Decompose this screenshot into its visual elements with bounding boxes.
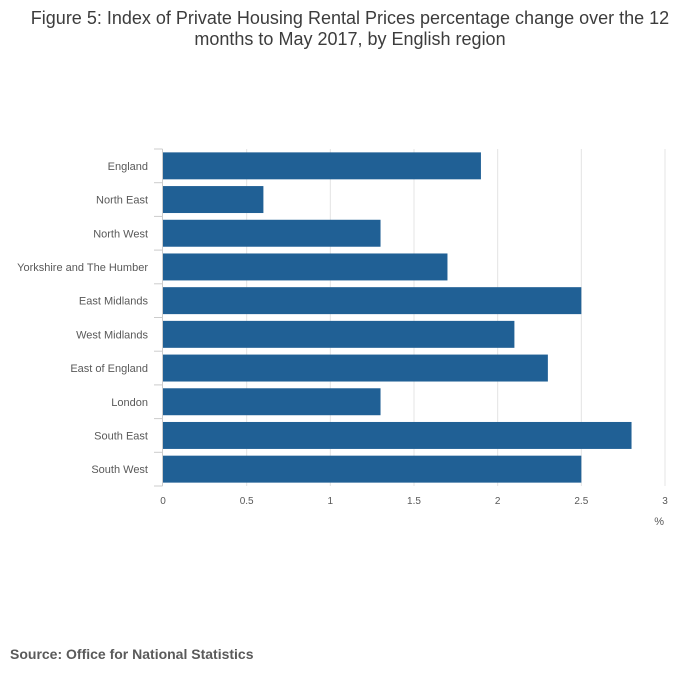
bars xyxy=(163,152,632,483)
bar xyxy=(163,320,515,348)
bar xyxy=(163,455,582,483)
x-axis-unit-label: % xyxy=(654,516,664,528)
x-tick-label: 3 xyxy=(662,496,668,507)
bar xyxy=(163,354,548,382)
x-tick-label: 1 xyxy=(328,496,334,507)
category-label: North West xyxy=(93,228,148,240)
category-label: Yorkshire and The Humber xyxy=(17,262,148,274)
category-label: East of England xyxy=(70,363,148,375)
category-label: England xyxy=(108,161,148,173)
x-tick-label: 0.5 xyxy=(240,496,254,507)
category-label: South West xyxy=(91,464,148,476)
bar xyxy=(163,152,481,180)
x-tick-label: 2 xyxy=(495,496,501,507)
chart-title: Figure 5: Index of Private Housing Renta… xyxy=(30,8,670,49)
category-label: West Midlands xyxy=(76,329,148,341)
bar xyxy=(163,219,381,247)
category-label: North East xyxy=(96,195,148,207)
category-label: London xyxy=(111,397,148,409)
bar xyxy=(163,186,264,214)
category-label: South East xyxy=(94,430,148,442)
bar xyxy=(163,253,448,281)
x-tick-label: 2.5 xyxy=(574,496,588,507)
x-tick-label: 0 xyxy=(160,496,166,507)
bar xyxy=(163,421,632,449)
bar xyxy=(163,287,582,315)
category-label: East Midlands xyxy=(79,296,149,308)
source-note: Source: Office for National Statistics xyxy=(10,646,254,662)
bar xyxy=(163,388,381,416)
x-tick-label: 1.5 xyxy=(407,496,421,507)
axes: 0 0.5 1 1.5 2 2.5 3 England North East North West… xyxy=(17,148,668,507)
